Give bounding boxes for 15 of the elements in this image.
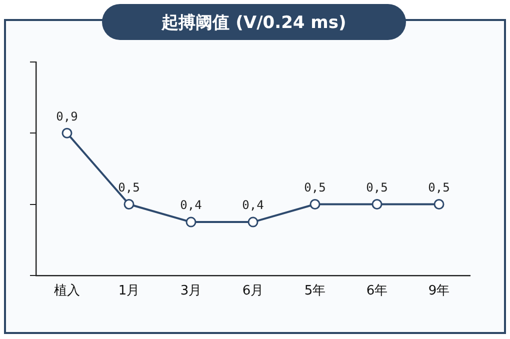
x-tick-label: 3月: [180, 284, 202, 299]
x-tick-label: 5年: [304, 284, 326, 299]
x-tick-label: 植入: [54, 284, 80, 299]
x-tick-label: 6月: [242, 284, 264, 299]
x-tick-label: 6年: [366, 284, 388, 299]
data-label: 0,4: [242, 198, 264, 212]
x-tick-label: 1月: [118, 284, 140, 299]
data-label: 0,5: [304, 180, 326, 194]
data-label: 0,5: [366, 180, 388, 194]
data-label: 0,9: [56, 109, 78, 124]
data-label: 0,5: [428, 180, 450, 194]
x-tick-label: 9年: [428, 284, 450, 299]
data-label: 0,4: [180, 198, 202, 212]
data-label: 0,5: [118, 180, 140, 194]
chart-title: 起搏阈值 (V/0.24 ms): [102, 4, 406, 40]
